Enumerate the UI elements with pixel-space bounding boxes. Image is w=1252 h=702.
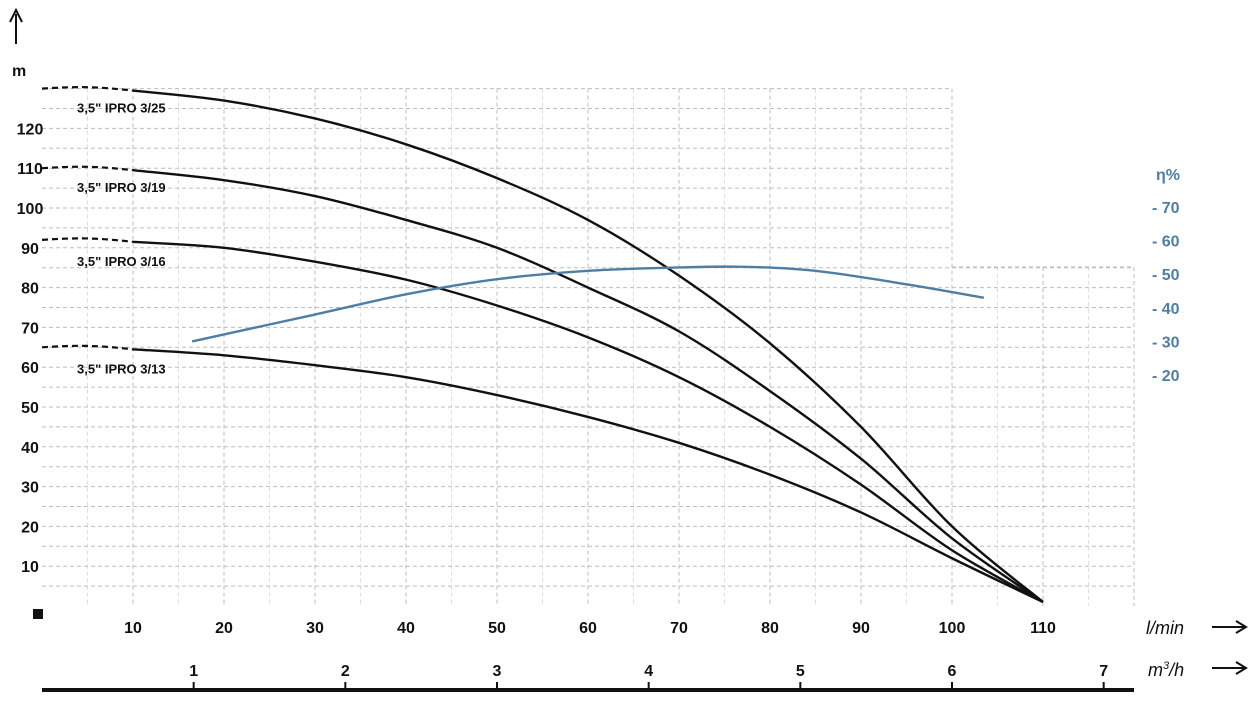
efficiency-line (191, 265, 985, 343)
origin-marker (33, 609, 43, 619)
series-3-dashed-segment (41, 344, 134, 351)
y-tick-label: 90 (21, 241, 39, 258)
grid (42, 88, 1135, 606)
x-tick-label-lmin: 50 (488, 620, 506, 637)
x-tick-label-lmin: 60 (579, 620, 597, 637)
x-tick-label-m3h: 6 (948, 663, 957, 680)
x-tick-label-lmin: 20 (215, 620, 233, 637)
right-arrow-icon (1212, 620, 1248, 634)
y-tick-label: 100 (17, 201, 44, 218)
efficiency-curve (191, 265, 985, 343)
series-0-line (132, 89, 1044, 603)
x-axis-m3h-label: m3/h (1148, 660, 1184, 680)
x-tick-label-lmin: 40 (397, 620, 415, 637)
x-tick-label-m3h: 4 (644, 663, 653, 680)
y-tick-label: 120 (17, 121, 44, 138)
axes: 10 20 30 40 50 60 70 80 90 100 110 120 10 20 30 40 50 60 7… (17, 121, 1180, 691)
x-tick-label-lmin: 30 (306, 620, 324, 637)
series-1-dashed-segment (41, 165, 134, 172)
y-tick-label: 80 (21, 281, 39, 298)
y-axis-label: m (12, 63, 26, 80)
series-1-label: 3,5" IPRO 3/19 (77, 180, 166, 195)
series-2-line (132, 240, 1044, 604)
eta-tick-label: - 20 (1152, 368, 1180, 385)
up-arrow-icon (9, 7, 23, 44)
eta-tick-label: - 40 (1152, 301, 1180, 318)
x-tick-label-m3h: 3 (493, 663, 502, 680)
x-tick-label-lmin: 90 (852, 620, 870, 637)
series-3-line (132, 348, 1044, 604)
x-tick-label-m3h: 7 (1099, 663, 1108, 680)
y-tick-label: 60 (21, 360, 39, 377)
x-tick-label-lmin: 80 (761, 620, 779, 637)
y-tick-label: 30 (21, 480, 39, 497)
y-tick-label: 50 (21, 400, 39, 417)
x-tick-label-m3h: 2 (341, 663, 350, 680)
eta-axis-label: η% (1156, 167, 1180, 184)
right-arrow-icon (1212, 661, 1248, 675)
eta-tick-label: - 30 (1152, 334, 1180, 351)
x-tick-label-m3h: 1 (189, 663, 198, 680)
y-tick-label: 20 (21, 519, 39, 536)
y-tick-label: 70 (21, 320, 39, 337)
y-tick-label: 10 (21, 559, 39, 576)
series-3-label: 3,5" IPRO 3/13 (77, 361, 166, 376)
x-tick-label-lmin: 110 (1030, 620, 1056, 637)
x-tick-label-lmin: 100 (939, 620, 966, 637)
series-2-label: 3,5" IPRO 3/16 (77, 254, 166, 269)
x-tick-label-lmin: 10 (124, 620, 142, 637)
eta-tick-label: - 70 (1152, 200, 1180, 217)
eta-tick-label: - 50 (1152, 267, 1180, 284)
series-1-line (132, 168, 1044, 604)
x-tick-label-lmin: 70 (670, 620, 688, 637)
series-2-dashed-segment (41, 237, 134, 243)
series-0-dashed-segment (41, 86, 134, 92)
eta-tick-label: - 60 (1152, 234, 1180, 251)
bottom-baseline (42, 688, 1134, 692)
series-0-label: 3,5" IPRO 3/25 (77, 101, 166, 116)
x-tick-label-m3h: 5 (796, 663, 805, 680)
x-axis-lmin-label: l/min (1146, 618, 1184, 638)
head-curves: 3,5" IPRO 3/25 3,5" IPRO 3/19 3,5" IPRO 3/… (41, 86, 1044, 604)
y-tick-label: 40 (21, 440, 39, 457)
y-tick-label: 110 (17, 161, 43, 178)
